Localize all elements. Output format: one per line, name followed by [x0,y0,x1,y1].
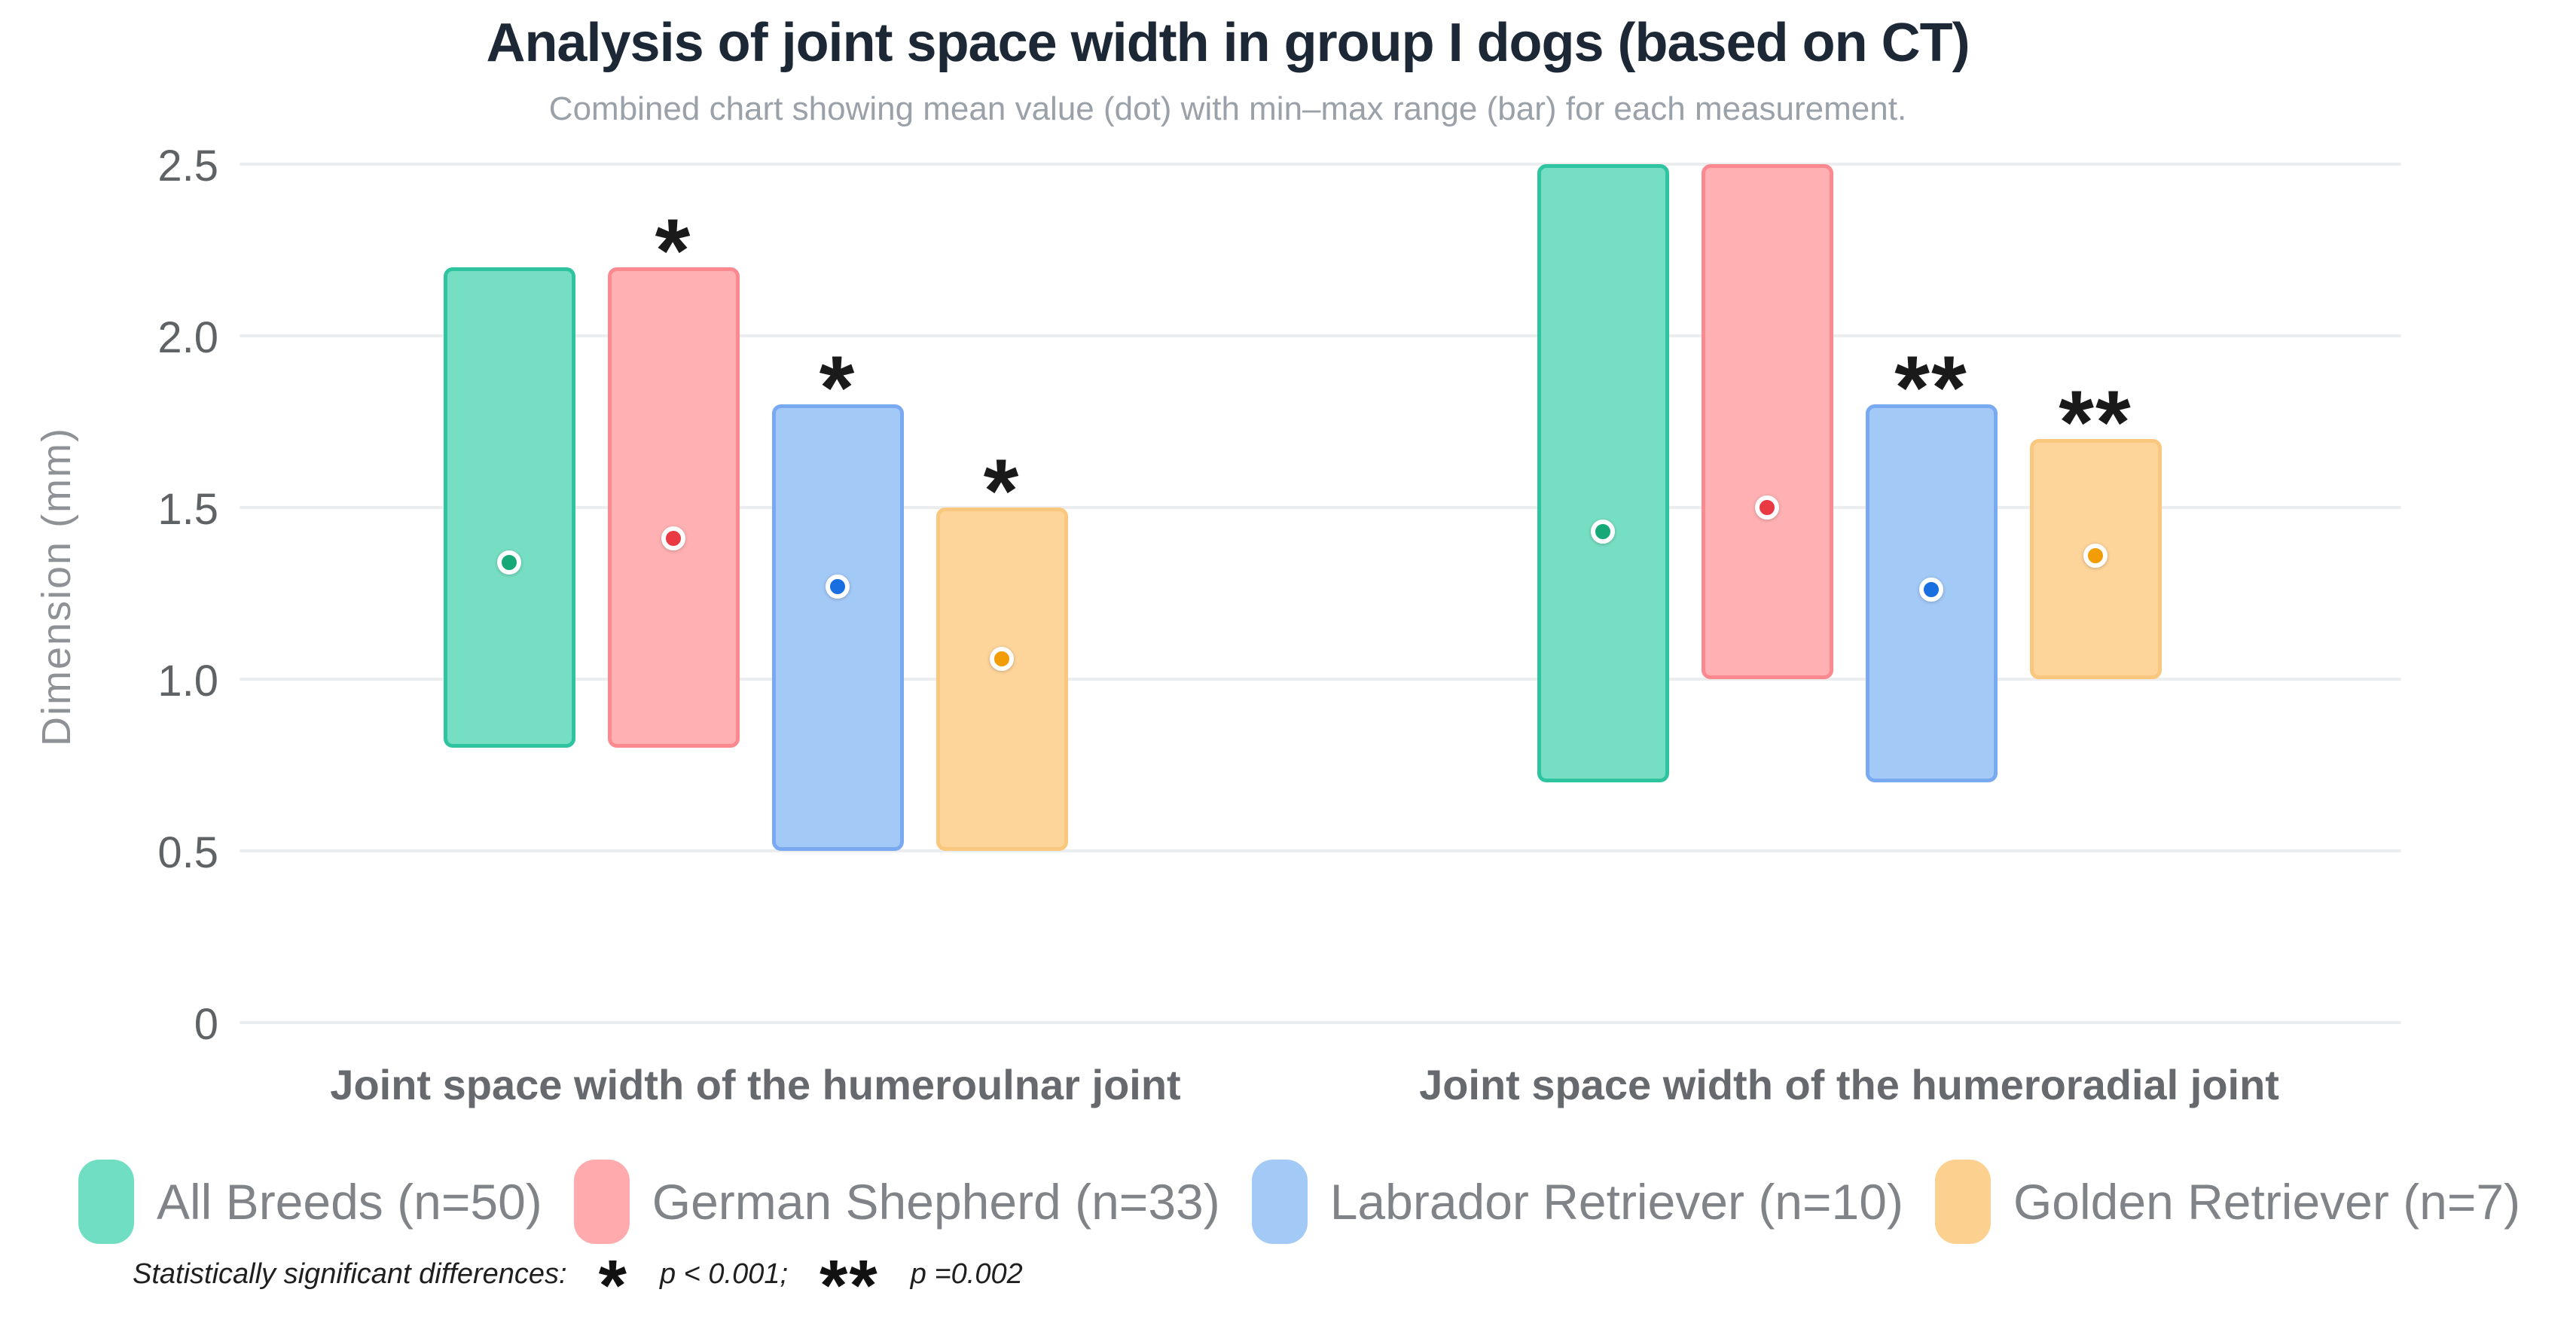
legend-item: Labrador Retriever (n=10) [1252,1160,1903,1244]
mean-dot [2083,544,2107,568]
footnote-significance-label: p =0.002 [911,1258,1023,1291]
mean-dot [1591,520,1615,544]
significance-marker: * [819,343,856,433]
significance-footnote: Statistically significant differences: *… [133,1244,1023,1304]
significance-marker: * [655,206,692,296]
mean-dot [1755,495,1779,520]
chart-subtitle: Combined chart showing mean value (dot) … [0,90,2455,128]
x-axis-group-label: Joint space width of the humeroradial jo… [1419,1060,2279,1109]
y-tick-label: 0.5 [90,831,218,875]
significance-marker: ** [2059,377,2132,468]
y-tick-label: 2.0 [90,316,218,360]
legend-swatch [1252,1160,1308,1244]
y-tick-label: 1.0 [90,660,218,703]
mean-dot [661,526,685,550]
legend-swatch [574,1160,630,1244]
footnote-prefix: Statistically significant differences: [133,1258,567,1291]
range-bar [444,267,575,748]
legend-label: Golden Retriever (n=7) [2013,1173,2520,1230]
mean-dot [497,550,521,575]
mean-dot [990,647,1014,671]
chart-title: Analysis of joint space width in group I… [0,12,2455,74]
x-axis-group-label: Joint space width of the humeroulnar joi… [330,1060,1180,1109]
legend-label: Labrador Retriever (n=10) [1330,1173,1903,1230]
legend-item: All Breeds (n=50) [78,1160,542,1244]
y-tick-label: 2.5 [90,145,218,188]
y-tick-label: 1.5 [90,488,218,532]
significance-marker: * [984,446,1021,536]
y-tick-label: 0 [90,1003,218,1047]
legend-label: German Shepherd (n=33) [652,1173,1220,1230]
legend-swatch [78,1160,134,1244]
legend-label: All Breeds (n=50) [157,1173,542,1230]
legend-swatch [1935,1160,1991,1244]
y-axis-title: Dimension (mm) [33,285,80,888]
range-bar [608,267,740,748]
gridline-0 [240,1021,2401,1024]
legend-item: German Shepherd (n=33) [574,1160,1220,1244]
range-bar [1702,164,1833,679]
range-bar [1537,164,1669,782]
mean-dot [826,575,850,599]
legend-item: Golden Retriever (n=7) [1935,1160,2520,1244]
chart-header: Analysis of joint space width in group I… [0,12,2455,128]
significance-marker: ** [1894,343,1967,433]
range-bar [772,404,904,851]
range-bar [936,508,1068,851]
gridline-0.5 [240,849,2401,852]
legend: All Breeds (n=50) German Shepherd (n=33) L… [78,1160,2520,1244]
gridline-2.5 [240,163,2401,166]
footnote-significance-label: p < 0.001; [660,1258,788,1291]
